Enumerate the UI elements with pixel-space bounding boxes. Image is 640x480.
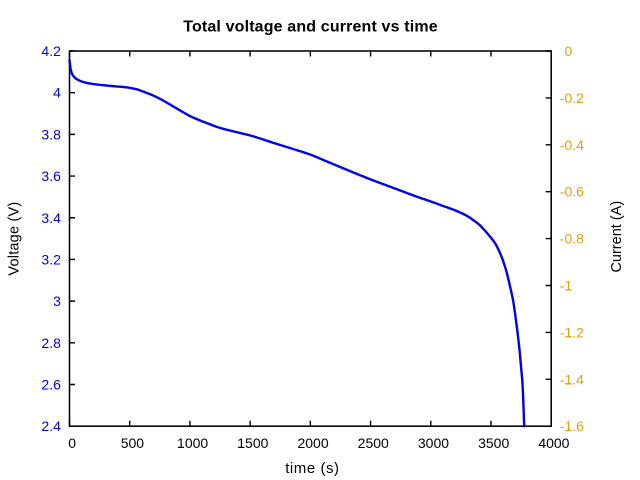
svg-text:Total voltage and current vs t: Total voltage and current vs time <box>183 18 438 35</box>
svg-text:3.6: 3.6 <box>41 168 61 184</box>
svg-text:-1.6: -1.6 <box>560 418 584 434</box>
svg-text:500: 500 <box>121 435 145 451</box>
svg-text:1500: 1500 <box>237 435 268 451</box>
svg-text:3.8: 3.8 <box>41 126 61 142</box>
svg-text:3500: 3500 <box>478 435 509 451</box>
svg-text:-1: -1 <box>560 278 573 294</box>
svg-text:time (s): time (s) <box>285 460 339 477</box>
svg-text:2.8: 2.8 <box>41 335 61 351</box>
svg-text:-1.4: -1.4 <box>560 371 584 387</box>
svg-text:-0.4: -0.4 <box>560 137 584 153</box>
svg-text:3.4: 3.4 <box>41 210 61 226</box>
svg-text:2000: 2000 <box>297 435 328 451</box>
svg-text:4.2: 4.2 <box>41 43 61 59</box>
svg-text:-0.8: -0.8 <box>560 231 584 247</box>
svg-text:3.2: 3.2 <box>41 251 61 267</box>
svg-text:0: 0 <box>565 43 573 59</box>
svg-text:Voltage (V): Voltage (V) <box>6 202 22 276</box>
svg-text:3: 3 <box>53 293 61 309</box>
svg-text:4: 4 <box>53 85 61 101</box>
svg-text:1000: 1000 <box>177 435 208 451</box>
svg-text:4000: 4000 <box>538 435 569 451</box>
svg-text:-0.6: -0.6 <box>560 184 584 200</box>
svg-text:-0.2: -0.2 <box>560 90 584 106</box>
svg-text:2.4: 2.4 <box>41 418 61 434</box>
svg-text:Current (A): Current (A) <box>609 201 625 273</box>
svg-text:2500: 2500 <box>358 435 389 451</box>
svg-text:3000: 3000 <box>418 435 449 451</box>
svg-text:-1.2: -1.2 <box>560 324 584 340</box>
svg-text:0: 0 <box>68 435 76 451</box>
svg-text:2.6: 2.6 <box>41 377 61 393</box>
